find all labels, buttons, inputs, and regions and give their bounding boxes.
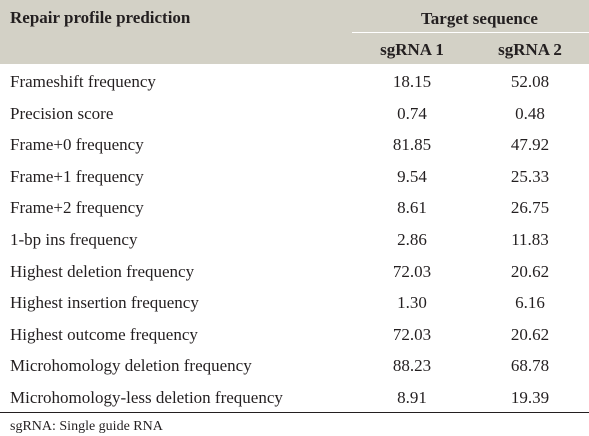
row-value-sgrna-1: 72.03	[392, 261, 432, 281]
row-value-sgrna-2: 68.78	[510, 356, 550, 376]
table-row: Frame+1 frequency 9.54 25.33	[0, 161, 589, 193]
row-value-sgrna-2: 47.92	[510, 135, 550, 155]
row-label: Frame+0 frequency	[10, 135, 144, 155]
data-table: Repair profile prediction Target sequenc…	[0, 0, 589, 414]
row-label: Frameshift frequency	[10, 72, 156, 91]
row-value-sgrna-2: 25.33	[510, 166, 550, 186]
table-row: Frameshift frequency 18.15 52.08	[0, 66, 589, 98]
table-body: Frameshift frequency 18.15 52.08 Precision …	[0, 64, 589, 414]
row-value-sgrna-1: 88.23	[392, 356, 432, 376]
table-bottom-rule	[0, 412, 589, 413]
header-repair-profile: Repair profile prediction	[10, 8, 191, 27]
header-row-bottom: sgRNA 1 sgRNA 2	[0, 33, 589, 64]
header-sgrna-2: sgRNA 2	[498, 40, 562, 59]
row-value-sgrna-1: 72.03	[392, 324, 432, 344]
row-value-sgrna-2: 52.08	[510, 72, 550, 91]
table-header: Repair profile prediction Target sequenc…	[0, 0, 589, 64]
table-row: Frame+2 frequency 8.61 26.75	[0, 192, 589, 224]
row-label: Precision score	[10, 103, 114, 123]
header-row-top: Repair profile prediction Target sequenc…	[0, 0, 589, 33]
row-label: Highest insertion frequency	[10, 293, 199, 313]
row-value-sgrna-2: 6.16	[515, 293, 545, 313]
header-divider	[352, 32, 589, 33]
row-value-sgrna-1: 18.15	[392, 72, 432, 91]
row-value-sgrna-1: 2.86	[397, 229, 427, 249]
table-row: Highest outcome frequency 72.03 20.62	[0, 319, 589, 351]
table-row: Microhomology-less deletion frequency 8.9…	[0, 382, 589, 414]
row-value-sgrna-2: 26.75	[510, 198, 550, 218]
row-label: Highest outcome frequency	[10, 324, 198, 344]
table-footnote: sgRNA: Single guide RNA	[10, 419, 163, 434]
table-row: Frame+0 frequency 81.85 47.92	[0, 129, 589, 161]
table-row: Microhomology deletion frequency 88.23 68.…	[0, 350, 589, 382]
row-value-sgrna-1: 81.85	[392, 135, 432, 155]
row-value-sgrna-1: 0.74	[397, 103, 427, 123]
row-label: Frame+2 frequency	[10, 198, 144, 218]
row-value-sgrna-1: 1.30	[397, 293, 427, 313]
table-row: Highest insertion frequency 1.30 6.16	[0, 287, 589, 319]
row-value-sgrna-1: 8.91	[397, 387, 427, 407]
row-label: Highest deletion frequency	[10, 261, 195, 281]
row-value-sgrna-2: 20.62	[510, 324, 550, 344]
row-value-sgrna-2: 11.83	[511, 229, 549, 249]
row-value-sgrna-1: 8.61	[397, 198, 427, 218]
row-label: Frame+1 frequency	[10, 166, 144, 186]
header-sgrna-1: sgRNA 1	[380, 40, 444, 59]
table-row: 1-bp ins frequency 2.86 11.83	[0, 224, 589, 256]
row-value-sgrna-2: 0.48	[515, 103, 545, 123]
row-label: 1-bp ins frequency	[10, 229, 138, 249]
row-label: Microhomology deletion frequency	[10, 356, 252, 376]
header-target-sequence: Target sequence	[421, 9, 538, 28]
table-row: Highest deletion frequency 72.03 20.62	[0, 256, 589, 288]
table-row: Precision score 0.74 0.48	[0, 98, 589, 130]
row-value-sgrna-2: 20.62	[510, 261, 550, 281]
row-value-sgrna-2: 19.39	[510, 387, 550, 407]
row-value-sgrna-1: 9.54	[397, 166, 427, 186]
row-label: Microhomology-less deletion frequency	[10, 387, 283, 407]
